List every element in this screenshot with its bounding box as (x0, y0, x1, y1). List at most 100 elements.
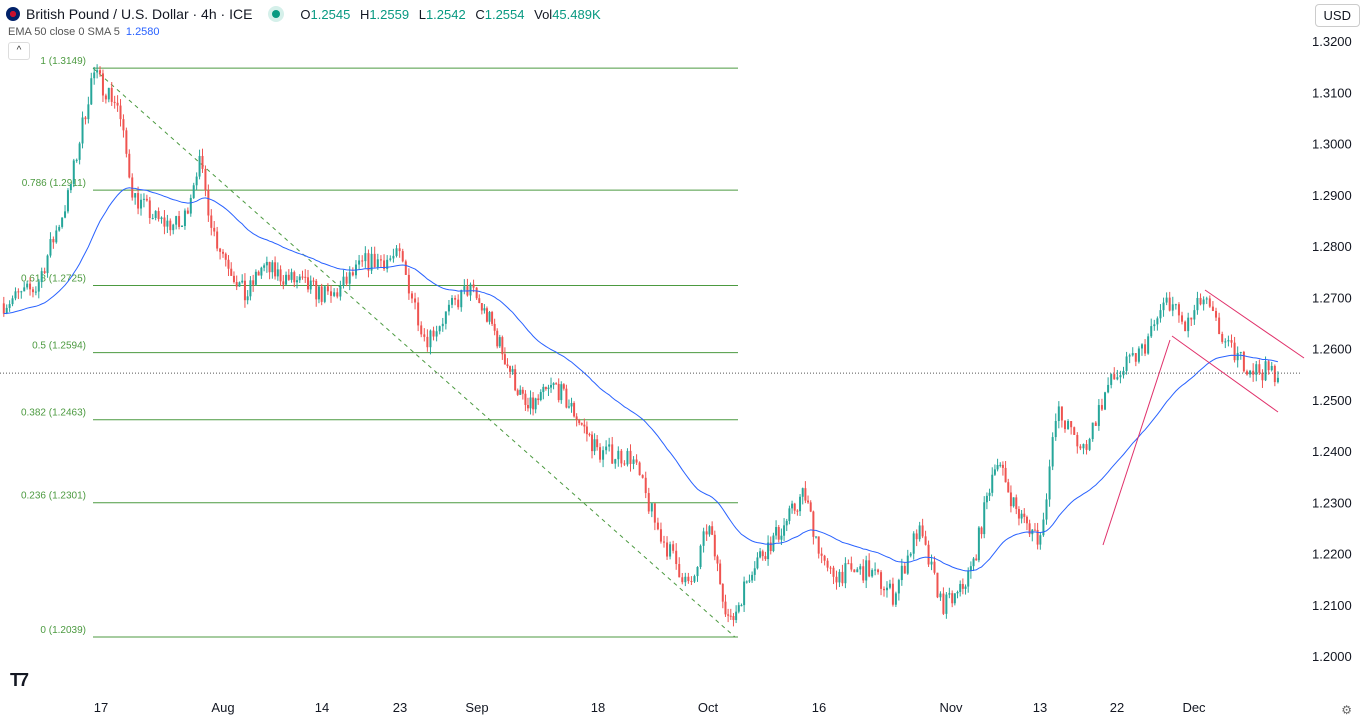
candle-body (853, 569, 856, 573)
candle-body (1208, 298, 1211, 307)
candle-body (647, 493, 650, 512)
candle-body (1184, 321, 1187, 332)
volume-value: 45.489K (552, 6, 601, 22)
candle-body (330, 291, 333, 296)
candle-body (154, 211, 157, 218)
candle-body (608, 444, 611, 447)
candle-body (8, 304, 11, 308)
candle-body (169, 220, 172, 231)
collapse-legend-button[interactable]: ^ (8, 42, 30, 60)
candle-body (791, 503, 794, 509)
x-tick-label: 13 (1033, 700, 1047, 715)
symbol-title[interactable]: British Pound / U.S. Dollar · 4h · ICE (26, 6, 253, 22)
candle-body (761, 551, 764, 557)
candle-body (1067, 421, 1070, 430)
candle-body (620, 450, 623, 464)
candle-body (650, 503, 653, 512)
candle-body (271, 262, 274, 273)
candle-body (999, 464, 1002, 466)
candle-body (113, 101, 116, 103)
candle-body (1267, 361, 1270, 371)
candle-body (134, 193, 137, 198)
candle-body (195, 176, 198, 186)
x-tick-label: 16 (812, 700, 826, 715)
candle-body (151, 217, 154, 219)
candle-body (838, 571, 841, 583)
candle-body (753, 568, 756, 575)
candle-body (775, 527, 778, 536)
candle-body (116, 102, 119, 106)
y-tick-label: 1.2500 (1312, 393, 1352, 408)
candle-body (1082, 444, 1085, 449)
candle-body (1009, 492, 1012, 507)
candle-body (52, 239, 55, 243)
candle-body (1015, 497, 1018, 510)
candle-body (386, 259, 389, 269)
candle-body (807, 500, 810, 503)
candle-body (516, 390, 519, 395)
candle-body (145, 198, 148, 201)
candle-body (659, 529, 662, 542)
candle-body (719, 563, 722, 584)
candle-body (460, 290, 463, 308)
currency-selector[interactable]: USD (1314, 4, 1360, 27)
candle-body (635, 459, 638, 463)
candle-body (1042, 519, 1045, 536)
candle-body (40, 271, 43, 283)
candle-body (172, 224, 175, 231)
candle-body (1036, 529, 1039, 545)
candle-body (862, 566, 865, 581)
candle-body (213, 227, 216, 232)
candle-body (1060, 406, 1063, 421)
candle-body (1097, 405, 1100, 426)
symbol-header: British Pound / U.S. Dollar · 4h · ICE O… (6, 6, 607, 22)
candle-body (751, 574, 754, 581)
candle-body (1020, 513, 1023, 519)
candle-body (1116, 377, 1119, 380)
candle-body (31, 289, 34, 293)
candle-body (472, 284, 475, 288)
candle-body (924, 536, 927, 545)
candle-body (983, 502, 986, 535)
candle-body (483, 308, 486, 311)
settings-gear-icon[interactable]: ⚙ (1341, 703, 1352, 717)
candle-body (942, 593, 945, 614)
tradingview-logo[interactable]: T7 (10, 670, 29, 690)
ema-indicator-legend[interactable]: EMA 50 close 0 SMA 5 1.2580 (8, 26, 160, 38)
candle-body (524, 393, 527, 405)
candle-body (227, 259, 230, 269)
candle-body (1153, 324, 1156, 327)
candle-body (921, 525, 924, 537)
candle-body (969, 566, 972, 572)
candle-body (26, 283, 29, 288)
candle-body (401, 251, 404, 262)
candle-body (583, 424, 586, 427)
candle-body (832, 567, 835, 577)
candle-body (1193, 310, 1196, 320)
candle-body (444, 311, 447, 324)
candle-body (891, 583, 894, 605)
candle-body (1181, 315, 1184, 322)
candle-body (708, 526, 711, 535)
candle-body (580, 423, 583, 425)
candle-body (1252, 370, 1255, 375)
candle-body (573, 402, 576, 417)
candle-body (506, 364, 509, 367)
candle-body (537, 398, 540, 401)
candle-body (478, 298, 481, 304)
candle-body (1171, 304, 1174, 311)
candle-body (727, 614, 730, 616)
candle-body (835, 576, 838, 583)
candle-body (555, 383, 558, 385)
candle-body (780, 535, 783, 540)
candle-body (930, 561, 933, 565)
candle-body (959, 583, 962, 592)
y-tick-label: 1.2200 (1312, 547, 1352, 562)
candle-body (1255, 364, 1258, 375)
candle-body (764, 556, 767, 560)
candle-body (104, 95, 107, 100)
candle-body (241, 280, 244, 283)
y-tick-label: 1.2000 (1312, 649, 1352, 664)
candle-body (1276, 377, 1279, 383)
